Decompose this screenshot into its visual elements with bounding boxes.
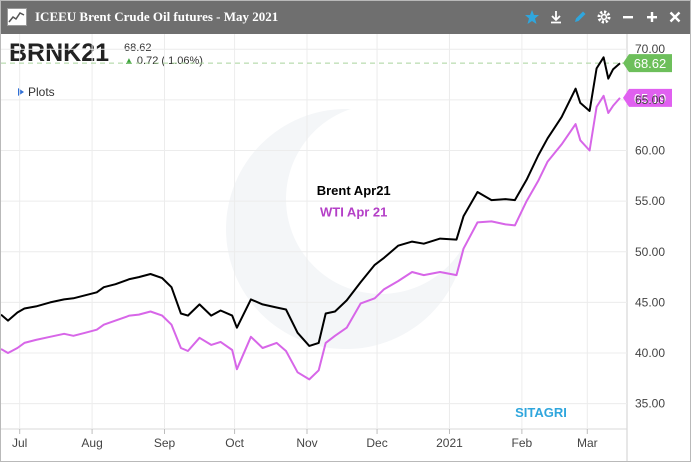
star-icon[interactable] — [524, 9, 540, 25]
plots-label: Plots — [28, 85, 55, 99]
y-tick-label: 40.00 — [635, 346, 665, 360]
pencil-icon[interactable] — [572, 9, 588, 25]
price-change: ▲ 0.72 ( 1.06%) — [124, 55, 203, 67]
series-line — [1, 94, 621, 381]
price-tag-label: 65.19 — [634, 91, 667, 106]
close-icon[interactable] — [667, 9, 683, 25]
x-tick-label: Aug — [81, 436, 102, 450]
watermark-text: SITAGRI — [515, 405, 567, 420]
expand-triangle-icon — [18, 88, 24, 96]
plus-icon[interactable] — [644, 9, 660, 25]
price-tag — [623, 88, 672, 107]
x-tick-label: Dec — [366, 436, 387, 450]
y-tick-label: 35.00 — [635, 397, 665, 411]
chart-logo-icon — [7, 8, 27, 26]
minimize-icon[interactable] — [620, 9, 636, 25]
up-arrow-icon: ▲ — [124, 56, 134, 67]
chart-axes: 35.00 40.00 45.00 50.00 55.00 60.00 65.00 70.00… — [12, 42, 665, 450]
x-tick-label: 2021 — [436, 436, 463, 450]
series-annotation: WTI Apr 21 — [320, 204, 387, 219]
chart-grid — [1, 34, 628, 461]
x-tick-label: Jul — [12, 436, 27, 450]
price-tags: 68.62 65.19 — [623, 54, 672, 107]
x-tick-label: Sep — [154, 436, 176, 450]
watermark-logo — [226, 104, 476, 349]
y-tick-label: 70.00 — [635, 42, 665, 56]
x-tick-label: Feb — [512, 436, 533, 450]
plots-toggle[interactable]: Plots — [18, 85, 55, 99]
price-tag-label: 68.62 — [634, 56, 667, 71]
x-tick-label: Mar — [577, 436, 598, 450]
y-tick-label: 50.00 — [635, 245, 665, 259]
download-icon[interactable] — [548, 9, 564, 25]
last-price: 68.62 — [124, 42, 152, 54]
series-line — [1, 56, 621, 347]
series-annotation: Brent Apr21 — [317, 183, 391, 198]
watermark-cutout — [286, 104, 476, 294]
gear-icon[interactable] — [596, 9, 612, 25]
y-tick-label: 65.00 — [635, 93, 665, 107]
chart-series — [1, 56, 621, 381]
x-tick-label: Nov — [296, 436, 317, 450]
price-change-value: 0.72 ( 1.06%) — [136, 55, 203, 67]
price-chart[interactable]: 68.62 65.19 35.00 40.00 45.00 50.00 55.00 60.0… — [1, 34, 690, 461]
x-tick-label: Oct — [225, 436, 244, 450]
title-bar: ICEEU Brent Crude Oil futures - May 2021 — [1, 1, 690, 34]
y-tick-label: 45.00 — [635, 295, 665, 309]
price-tag — [623, 54, 672, 73]
chart-annotations: Brent Apr21 WTI Apr 21 SITAGRI — [317, 183, 567, 420]
y-tick-label: 55.00 — [635, 194, 665, 208]
window-title: ICEEU Brent Crude Oil futures - May 2021 — [35, 9, 279, 24]
y-tick-label: 60.00 — [635, 143, 665, 157]
